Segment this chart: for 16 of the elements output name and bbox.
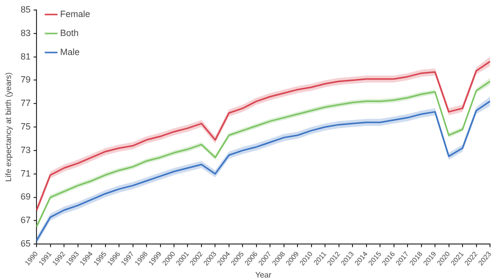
y-tick-label: 67	[20, 215, 31, 226]
y-tick-label: 69	[20, 192, 31, 202]
y-tick-label: 79	[20, 74, 31, 85]
legend-label: Female	[60, 8, 90, 19]
y-tick-label: 73	[20, 144, 31, 155]
y-axis-title: Life expectancy at birth (years)	[4, 72, 14, 182]
y-tick-label: 65	[20, 238, 31, 249]
y-tick-label: 71	[20, 168, 31, 178]
y-tick-label: 85	[20, 4, 31, 14]
y-tick-label: 83	[20, 28, 31, 38]
x-axis-title: Year	[255, 270, 272, 280]
y-tick-label: 75	[20, 122, 31, 132]
y-tick-label: 77	[20, 98, 31, 108]
legend-label: Both	[60, 28, 79, 38]
y-tick-label: 81	[20, 51, 31, 62]
legend-label: Male	[60, 46, 80, 57]
